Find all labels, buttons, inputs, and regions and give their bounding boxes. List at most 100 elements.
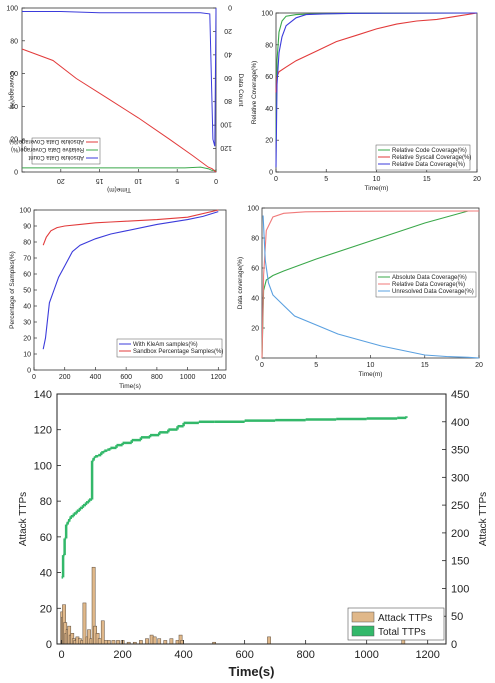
y-axis-label: Attack TTPs xyxy=(18,492,29,546)
x-tick-label: 5 xyxy=(175,177,179,184)
y-tick-label: 40 xyxy=(251,296,259,303)
y-tick-label: 60 xyxy=(251,266,259,273)
x-tick-label: 400 xyxy=(174,649,192,661)
attack-bar xyxy=(97,638,102,645)
x-tick-label: 800 xyxy=(151,374,163,381)
y-tick-label: 10 xyxy=(23,352,31,359)
x-axis-label: Time(m) xyxy=(365,185,389,192)
legend-label: Relative Syscall Coverage(%) xyxy=(392,155,471,161)
attack-bar xyxy=(107,640,111,645)
y-axis-label: Percentage of Samples(%) xyxy=(9,251,16,329)
x-tick-label: 1200 xyxy=(211,374,227,381)
series-line xyxy=(262,215,480,359)
series-line xyxy=(275,12,478,141)
y-axis-label: Relative Coverage(%) xyxy=(251,61,258,125)
x-tick-label: 5 xyxy=(314,362,318,369)
series-line xyxy=(22,166,216,171)
x-tick-label: 0 xyxy=(32,374,36,381)
y-tick-label: 70 xyxy=(23,256,31,263)
legend-box xyxy=(116,338,223,358)
attack-bar xyxy=(175,640,180,645)
y2-tick-label: 300 xyxy=(451,472,469,484)
legend-swatch xyxy=(351,611,375,623)
legend-label: Absolute Data Coverage(%) xyxy=(9,138,84,144)
attack-bar xyxy=(152,636,157,645)
chart-5: 0 20 40 60 80 100 120 140 0 50 100 150 200 250 300 350 4… xyxy=(18,389,489,679)
series-line xyxy=(42,211,219,350)
legend: With KleAm samples(%)Sandbox Percentage … xyxy=(116,338,223,358)
y-tick-label: 80 xyxy=(251,236,259,243)
attack-bar xyxy=(139,640,143,645)
legend-label: Unresolved Data Coverage(%) xyxy=(392,289,474,295)
plot-frame xyxy=(56,393,447,645)
chart-1: 0 20 40 60 80 100 0 20 40 60 80 100 120 0 5 10 15 20 Time(… xyxy=(6,4,244,194)
y2-tick-label: 0 xyxy=(228,4,232,11)
chart-2: 0 20 40 60 80 100 0 5 10 15 20 Time(m) Relative Cove… xyxy=(251,11,481,193)
x-axis-label: Time(m) xyxy=(107,186,131,193)
x-tick-label: 600 xyxy=(120,374,132,381)
x-tick-label: 200 xyxy=(59,374,71,381)
legend: Attack TTPs Total TTPs xyxy=(347,607,445,641)
y-tick-label: 40 xyxy=(40,568,52,580)
x-tick-label: 10 xyxy=(367,362,375,369)
y-tick-label: 100 xyxy=(247,206,259,213)
y-tick-label: 50 xyxy=(23,288,31,295)
y-tick-label: 140 xyxy=(34,389,52,401)
y2-axis-label: Attack TTPs xyxy=(478,492,489,546)
legend-label: With KleAm samples(%) xyxy=(133,342,198,348)
y-tick-label: 0 xyxy=(14,170,18,177)
y2-tick-label: 60 xyxy=(224,74,232,81)
y-tick-label: 100 xyxy=(261,11,273,18)
y-tick-label: 20 xyxy=(251,326,259,333)
y2-tick-label: 200 xyxy=(451,528,469,540)
y-tick-label: 100 xyxy=(6,6,18,13)
y-tick-label: 20 xyxy=(23,336,31,343)
y2-tick-label: 80 xyxy=(224,97,232,104)
x-tick-label: 10 xyxy=(134,177,142,184)
attack-bar xyxy=(267,636,271,645)
attack-bar xyxy=(100,620,105,645)
plot-frame xyxy=(21,7,217,173)
x-tick-label: 0 xyxy=(274,176,278,183)
y-tick-label: 30 xyxy=(23,320,31,327)
y-tick-label: 0 xyxy=(46,639,52,651)
x-tick-label: 1000 xyxy=(180,374,196,381)
y-tick-label: 40 xyxy=(10,104,18,111)
chart-4: 0 20 40 60 80 100 0 5 10 15 20 Time(m) Data coverage… xyxy=(237,206,483,379)
attack-bar xyxy=(145,638,149,645)
series-line xyxy=(22,7,217,147)
x-tick-label: 15 xyxy=(421,362,429,369)
y2-tick-label: 150 xyxy=(451,556,469,568)
y2-tick-label: 450 xyxy=(451,389,469,401)
y-tick-label: 20 xyxy=(265,138,273,145)
attack-bar xyxy=(180,640,184,645)
legend: Absolute Data Count Relative Data Coverag… xyxy=(9,137,101,165)
x-tick-label: 1000 xyxy=(354,649,378,661)
x-tick-label: 1200 xyxy=(415,649,439,661)
y-tick-label: 60 xyxy=(40,532,52,544)
y2-tick-label: 120 xyxy=(220,144,232,151)
x-tick-label: 0 xyxy=(214,177,218,184)
x-axis-label: Time(s) xyxy=(229,664,275,679)
x-tick-label: 20 xyxy=(57,177,65,184)
y2-tick-label: 250 xyxy=(451,500,469,512)
y2-tick-label: 20 xyxy=(224,27,232,34)
legend-swatch xyxy=(351,625,375,637)
series-line xyxy=(21,48,217,173)
y2-tick-label: 100 xyxy=(451,583,469,595)
y-tick-label: 60 xyxy=(265,74,273,81)
legend-label: Absolute Data Count xyxy=(28,154,84,160)
y-tick-label: 80 xyxy=(40,496,52,508)
y-tick-label: 60 xyxy=(23,272,31,279)
x-tick-label: 15 xyxy=(96,177,104,184)
series-line xyxy=(261,210,479,359)
x-axis-label: Time(s) xyxy=(119,383,141,390)
x-tick-label: 600 xyxy=(235,649,253,661)
legend-label: Relative Data Coverage(%) xyxy=(392,162,465,168)
legend: Absolute Data Coverage(%)Relative Data C… xyxy=(375,271,477,298)
y2-tick-label: 40 xyxy=(224,50,232,57)
x-tick-label: 0 xyxy=(59,649,65,661)
x-tick-label: 0 xyxy=(260,362,264,369)
legend-label: Absolute Data Coverage(%) xyxy=(392,275,467,281)
